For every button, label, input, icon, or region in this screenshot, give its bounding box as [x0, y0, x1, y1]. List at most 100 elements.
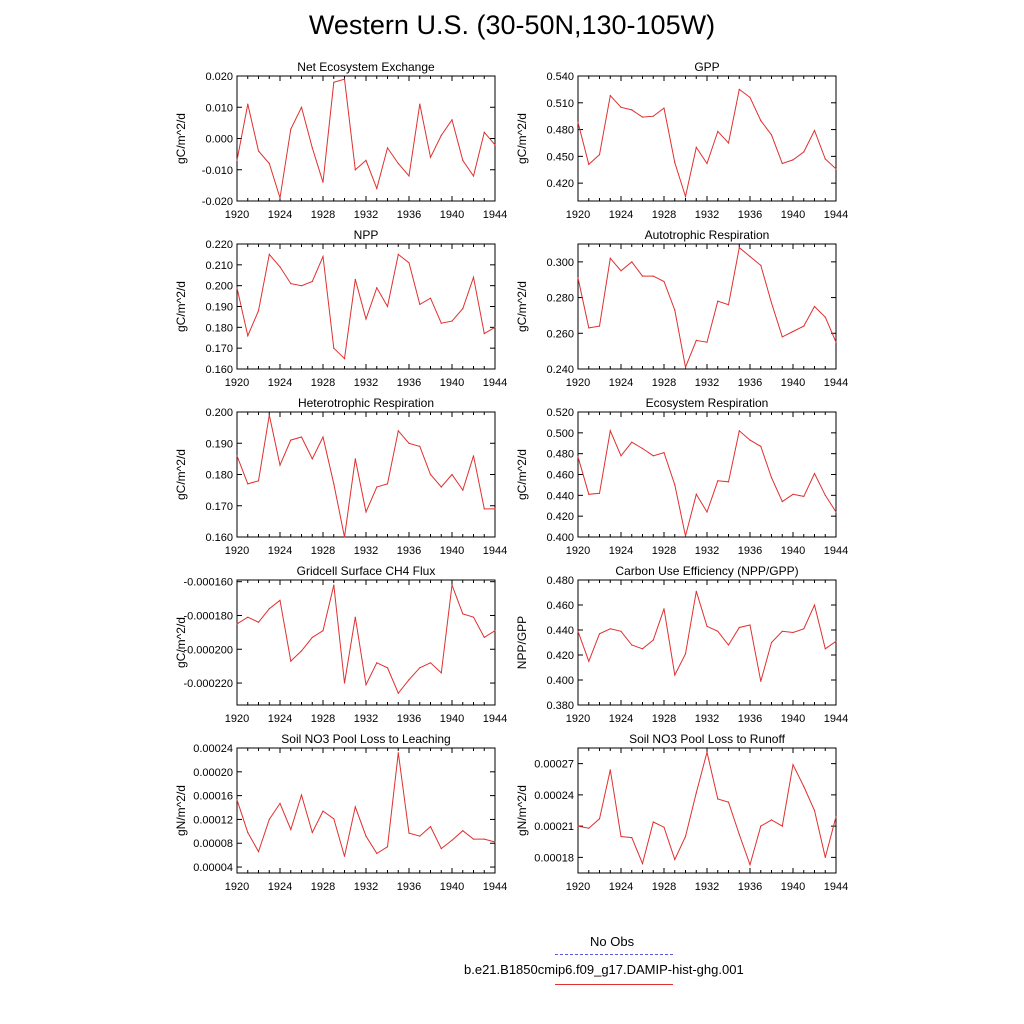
panel-10-data-point	[695, 792, 697, 794]
panel-5-y-axis-label: gC/m^2/d	[174, 449, 188, 500]
panel-6-data-point	[717, 480, 719, 482]
panel-4-data-point	[727, 304, 730, 306]
panel-6-x-tick-label: 1920	[566, 545, 590, 557]
panel-10-y-tick-label: 0.00024	[534, 790, 574, 802]
panel-10-data-point	[738, 833, 740, 836]
panel-5-x-tick-label: 1928	[311, 545, 335, 557]
panel-2-x-tick-label: 1932	[695, 209, 719, 221]
panel-4-data-point	[588, 327, 590, 329]
panel-2-data-point	[813, 129, 816, 132]
panel-5-x-tick-label: 1936	[397, 545, 421, 557]
panel-3-data-point	[247, 335, 249, 337]
panel-6-data-point	[727, 481, 730, 483]
panel-8-data-point	[598, 633, 601, 635]
panel-9-x-tick-label: 1932	[354, 881, 378, 893]
panel-2-x-tick-label: 1928	[652, 209, 676, 221]
panel-4-data-point	[652, 275, 654, 277]
panel-4-data-point	[706, 341, 708, 343]
panel-4-frame	[577, 243, 837, 370]
panel-4-y-tick-label: 0.240	[546, 364, 574, 376]
panel-2-data-point	[706, 162, 708, 165]
panel-5-data-point	[247, 483, 249, 485]
panel-3-data-point	[386, 305, 389, 308]
panel-10-y-axis-label: gN/m^2/d	[515, 785, 529, 836]
panel-8-data-point	[738, 626, 740, 629]
panel-7-data-point	[483, 636, 485, 639]
panel-10-x-tick-label: 1928	[652, 881, 676, 893]
panel-4-data-point	[684, 366, 687, 368]
panel-2-x-tick-label: 1940	[781, 209, 805, 221]
panel-3-x-tick-label: 1944	[483, 377, 507, 389]
panel-2-data-point	[792, 159, 794, 161]
panel-2-y-tick-label: 0.510	[546, 98, 574, 110]
panel-9-data-point	[311, 831, 313, 834]
panel-1-data-point	[236, 159, 238, 161]
panel-9-data-point	[386, 846, 389, 848]
panel-8-data-point	[813, 604, 816, 606]
panel-7-data-point	[408, 679, 410, 681]
panel-9-y-tick-label: 0.00012	[193, 814, 233, 826]
panel-8-data-point	[609, 628, 611, 630]
panel-4-x-tick-label: 1920	[566, 377, 590, 389]
panel-4-data-point	[738, 247, 740, 249]
panel-6-data-point	[652, 455, 654, 457]
panel-10-series-line-1	[577, 752, 837, 867]
panel-5-y-tick-label: 0.180	[205, 470, 233, 482]
panel-2-data-point	[695, 146, 697, 148]
panel-6-series-line-1	[577, 429, 837, 537]
legend-label-no-obs: No Obs	[590, 934, 635, 949]
panel-1-y-tick-label: 0.010	[205, 102, 233, 114]
panel-9-data-point	[419, 835, 421, 837]
panel-10-data-point	[588, 827, 590, 829]
panel-9-x-tick-label: 1940	[440, 881, 464, 893]
panel-7-data-point	[290, 660, 292, 662]
panel-2-data-point	[749, 96, 751, 98]
panel-9-data-point	[462, 830, 464, 832]
panel-9-x-tick-label: 1928	[311, 881, 335, 893]
panel-7-x-tick-label: 1936	[397, 713, 421, 725]
panel-2-data-point	[620, 106, 622, 108]
panel-9-data-point	[408, 832, 410, 834]
panel-9-y-tick-label: 0.00004	[193, 862, 233, 874]
panel-5-series-line-1	[236, 414, 495, 538]
panel-9-data-point	[440, 848, 442, 850]
panel-3-y-tick-label: 0.210	[205, 260, 233, 272]
panel-4-data-point	[631, 261, 633, 263]
panel-6-data-point	[631, 441, 633, 443]
panel-6-data-point	[609, 430, 611, 432]
panel-9-x-tick-label: 1936	[397, 881, 421, 893]
panel-8-data-point	[803, 628, 805, 630]
panel-6-y-tick-label: 0.440	[546, 490, 574, 502]
panel-8-series-line-1	[577, 591, 837, 682]
panel-6-data-point	[824, 494, 826, 496]
panel-10-y-tick-label: 0.00021	[534, 821, 574, 833]
panel-4-y-tick-label: 0.300	[546, 257, 574, 269]
panel-9-data-point	[333, 818, 335, 820]
panel-10-data-point	[684, 835, 687, 838]
panel-5-data-point	[365, 511, 367, 513]
panel-6-y-tick-label: 0.500	[546, 428, 574, 440]
panel-6-x-tick-label: 1936	[738, 545, 762, 557]
panel-7-data-point	[343, 682, 346, 684]
panel-9-data-point	[257, 851, 260, 853]
panel-2-data-point	[652, 115, 654, 117]
panel-7-data-point	[247, 616, 249, 618]
panel-6-data-point	[706, 511, 708, 513]
panel-6-y-tick-label: 0.460	[546, 470, 574, 482]
panel-8-x-tick-label: 1936	[738, 713, 762, 725]
panel-3-data-point	[343, 358, 346, 360]
panel-1-data-point	[419, 103, 421, 105]
panel-1-data-point	[322, 181, 324, 183]
panel-7-data-point	[279, 599, 281, 601]
panel-3-data-point	[419, 303, 421, 305]
panel-2-data-point	[760, 120, 762, 122]
panel-6-data-point	[738, 430, 740, 432]
panel-9-x-tick-label: 1944	[483, 881, 507, 893]
panel-3-x-tick-label: 1932	[354, 377, 378, 389]
panel-8-data-point	[684, 653, 687, 655]
panel-9-data-point	[268, 818, 270, 821]
panel-3-data-point	[451, 320, 453, 322]
panel-1-data-point	[472, 175, 475, 177]
panel-5-data-point	[257, 480, 260, 482]
panel-1-data-point	[354, 169, 356, 171]
